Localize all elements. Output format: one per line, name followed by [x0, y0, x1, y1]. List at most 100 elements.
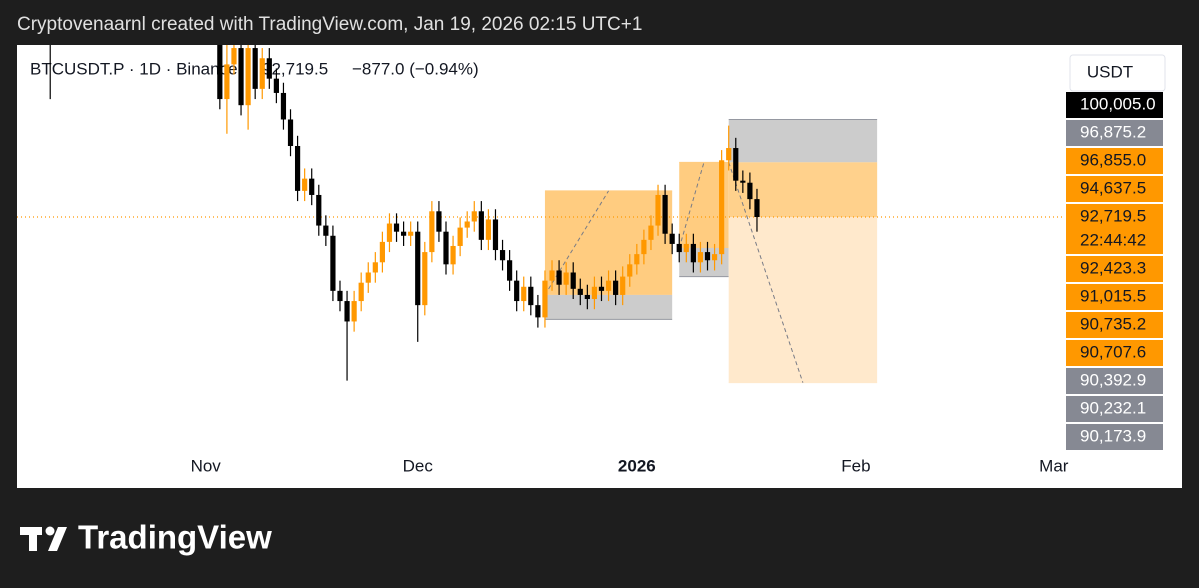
candle-body	[549, 270, 555, 281]
price-label-box	[1066, 148, 1163, 174]
candle-body	[754, 199, 760, 218]
symbol: BTCUSDT.P · 1D · Binance	[30, 59, 238, 78]
price-axis: Nov Dec 2026 Feb Mar 100,005.0 96,875.2 96,855.…	[191, 92, 1163, 475]
candle-body	[344, 301, 350, 322]
candle-body	[273, 78, 279, 93]
candle-body	[280, 92, 287, 120]
candle-body	[563, 272, 569, 285]
candle-body	[499, 250, 506, 261]
price-label: 91,015.5	[1080, 286, 1146, 305]
logo-stem	[29, 527, 37, 551]
price-label: 92,423.3	[1080, 258, 1146, 277]
candle-body	[507, 260, 513, 281]
candle-body	[726, 148, 732, 161]
candle-body	[471, 211, 477, 222]
candle-body	[704, 252, 711, 261]
candle-body	[485, 219, 492, 240]
candle-body	[492, 219, 499, 251]
price-label-box	[1066, 92, 1163, 118]
candle-body	[648, 225, 654, 240]
countdown: 22:44:42	[1080, 230, 1146, 249]
candle-body	[577, 288, 583, 295]
candle-body	[711, 254, 718, 261]
candle-body	[252, 48, 258, 89]
header-title: Cryptovenaarnl created with TradingView.…	[17, 14, 642, 35]
price-label-box	[1066, 120, 1163, 146]
candle-body	[309, 178, 315, 195]
candle-body	[457, 227, 463, 246]
price-label-box	[1066, 312, 1163, 338]
x-tick-label: Dec	[403, 456, 434, 475]
price-label-box	[1066, 176, 1163, 202]
price-label-box	[1066, 368, 1163, 394]
candle-body	[669, 233, 675, 244]
price-label-box	[1066, 340, 1163, 366]
candle-body	[287, 119, 294, 146]
trade-path	[544, 190, 609, 296]
candle-body	[259, 58, 265, 89]
candle-body	[238, 48, 244, 106]
price-label: 92,719.5	[1080, 206, 1146, 225]
price-label: 96,855.0	[1080, 150, 1146, 169]
candle-body	[584, 294, 590, 300]
price-label: 90,735.2	[1080, 314, 1146, 333]
candle-body	[386, 223, 393, 242]
currency-button[interactable]	[1069, 54, 1166, 92]
candle-body	[528, 286, 534, 306]
candle-body	[400, 231, 407, 236]
currency[interactable]: USDT	[1087, 62, 1133, 81]
candle-body	[302, 178, 308, 191]
candle-body	[266, 58, 272, 79]
candle-body	[217, 45, 223, 100]
candle-body	[655, 194, 661, 226]
last-price: 92,719.5	[262, 59, 328, 78]
candle-body	[231, 48, 237, 65]
trade-path	[728, 162, 804, 383]
price-label-box	[1066, 256, 1163, 282]
trade-path	[678, 162, 705, 249]
candle-body	[514, 280, 520, 302]
price-label: 96,875.2	[1080, 122, 1146, 141]
price-label: 90,392.9	[1080, 370, 1146, 389]
candle-body	[316, 194, 322, 226]
candle-body	[464, 221, 470, 228]
price-label: 90,707.6	[1080, 342, 1146, 361]
candle-body	[591, 286, 598, 300]
open-pnl-zone	[728, 162, 878, 218]
candle-body	[365, 272, 371, 283]
price-label-box	[1066, 396, 1163, 422]
candle-body	[337, 290, 343, 302]
x-tick-label: Feb	[841, 456, 870, 475]
candle-body	[436, 211, 442, 232]
candle-body	[351, 301, 357, 322]
candle-body	[570, 272, 576, 289]
candle-body	[627, 264, 633, 277]
price-label-box	[1066, 424, 1163, 450]
price-label-box	[1066, 204, 1163, 254]
x-tick-label: Nov	[191, 456, 222, 475]
candle-body	[556, 270, 562, 285]
candle-body	[690, 243, 696, 263]
candle-body	[535, 305, 541, 318]
price-change: −877.0 (−0.94%)	[352, 59, 479, 78]
candle-body	[740, 180, 746, 183]
candle-body	[676, 243, 682, 253]
candle-body	[733, 148, 739, 181]
x-tick-label: 2026	[618, 456, 656, 475]
candle-body	[372, 262, 378, 273]
x-tick-label: Mar	[1039, 456, 1069, 475]
candle-body	[330, 235, 336, 291]
candle-body	[662, 194, 668, 234]
candle-body	[634, 254, 640, 265]
plot-area	[17, 45, 1063, 384]
brand-logo	[20, 526, 67, 551]
candle-body	[542, 280, 548, 318]
candle-body	[323, 225, 329, 236]
price-label: 90,173.9	[1080, 426, 1146, 445]
price-label: 90,232.1	[1080, 398, 1146, 417]
brand: TradingView	[78, 519, 272, 556]
candle-body	[393, 223, 400, 232]
candle-body	[408, 231, 414, 236]
candle-body	[443, 231, 449, 265]
